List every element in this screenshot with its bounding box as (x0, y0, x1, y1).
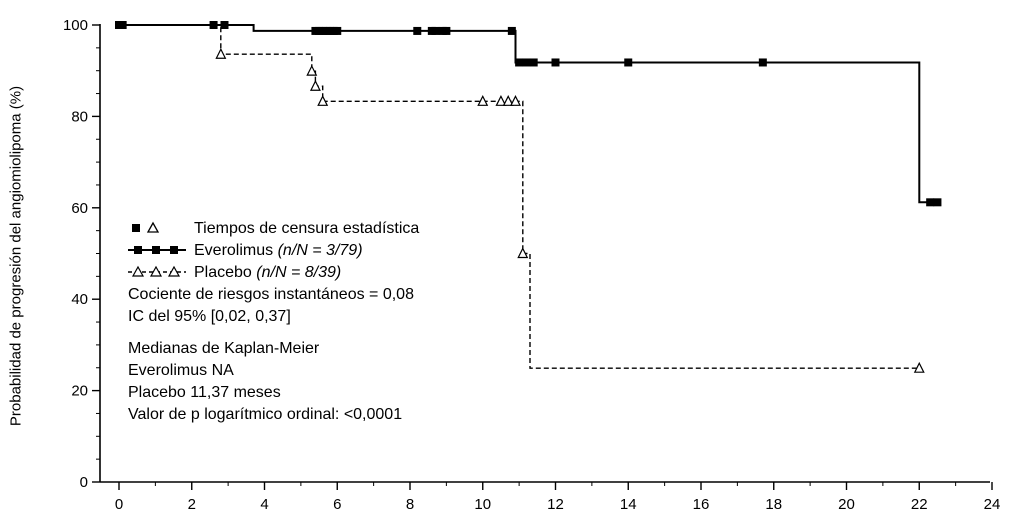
x-tick-label: 24 (984, 496, 1001, 513)
x-tick-label: 10 (474, 496, 491, 513)
x-tick-label: 20 (838, 496, 855, 513)
x-tick-label: 2 (188, 496, 196, 513)
y-tick-label: 20 (71, 383, 88, 400)
everolimus-censor-mark (529, 58, 538, 67)
legend-placebo-n: (n/N = 8/39) (256, 264, 342, 281)
y-tick-label: 60 (71, 200, 88, 217)
everolimus-censor-mark (431, 26, 440, 35)
x-tick-label: 12 (547, 496, 564, 513)
confidence-interval-text: IC del 95% [0,02, 0,37] (128, 308, 291, 325)
placebo-censor-mark (502, 94, 514, 106)
km-medians-title: Medianas de Kaplan-Meier (128, 340, 320, 357)
everolimus-censor-mark (442, 26, 451, 35)
placebo-censor-mark (510, 94, 521, 106)
everolimus-line-icon (128, 240, 194, 267)
legend-censor-row: Tiempos de censura estadística (128, 218, 419, 240)
placebo-censor-mark (309, 79, 321, 91)
logrank-p-text: Valor de p logarítmico ordinal: <0,0001 (128, 406, 403, 423)
placebo-censor-mark (306, 64, 318, 76)
placebo-censor-mark (215, 47, 227, 59)
placebo-censor-mark (517, 247, 529, 259)
x-tick-label: 0 (115, 496, 123, 513)
km-placebo-text: Placebo 11,37 meses (128, 384, 281, 401)
chart-legend: Tiempos de censura estadística Everolimu… (128, 218, 419, 426)
everolimus-censor-mark (624, 58, 633, 67)
x-tick-label: 6 (333, 496, 341, 513)
placebo-censor-mark (317, 94, 329, 106)
everolimus-censor-mark (926, 198, 935, 207)
everolimus-censor-mark (413, 26, 422, 35)
x-tick-label: 18 (765, 496, 782, 513)
hazard-ratio-text: Cociente de riesgos instantáneos = 0,08 (128, 286, 414, 303)
y-tick-label: 40 (71, 291, 88, 308)
y-axis-label: Probabilidad de progresión del angiomiol… (7, 85, 25, 427)
everolimus-censor-mark (209, 21, 218, 29)
everolimus-censor-mark (507, 26, 516, 35)
km-everolimus-text: Everolimus NA (128, 362, 234, 379)
everolimus-censor-mark (933, 198, 942, 207)
placebo-censor-mark (913, 361, 925, 373)
everolimus-censor-mark (333, 26, 342, 35)
legend-placebo-name: Placebo (194, 264, 252, 281)
everolimus-censor-mark (220, 21, 229, 29)
legend-everolimus-name: Everolimus (194, 242, 274, 259)
y-tick-label: 100 (63, 17, 88, 34)
y-tick-label: 80 (71, 108, 88, 125)
everolimus-curve (119, 24, 938, 204)
legend-everolimus-row: Everolimus (n/N = 3/79) (128, 240, 419, 262)
everolimus-censor-mark (522, 58, 531, 67)
x-tick-label: 16 (693, 496, 710, 513)
placebo-censor-mark (477, 94, 489, 106)
x-tick-label: 4 (260, 496, 268, 513)
y-tick-label: 0 (80, 474, 88, 491)
chart-series-layer (115, 21, 942, 373)
x-tick-label: 8 (406, 496, 414, 513)
x-tick-label: 22 (911, 496, 928, 513)
everolimus-censor-mark (551, 58, 560, 67)
placebo-curve (119, 24, 920, 369)
everolimus-censor-mark (758, 58, 767, 67)
everolimus-censor-mark (515, 58, 524, 67)
legend-censor-label: Tiempos de censura estadística (194, 220, 420, 237)
placebo-censor-mark (495, 94, 507, 106)
censor-symbols-icon (128, 218, 194, 245)
legend-everolimus-n: (n/N = 3/79) (277, 242, 363, 259)
x-tick-label: 14 (620, 496, 637, 513)
legend-placebo-row: Placebo (n/N = 8/39) (128, 262, 419, 284)
placebo-line-icon (128, 262, 194, 289)
